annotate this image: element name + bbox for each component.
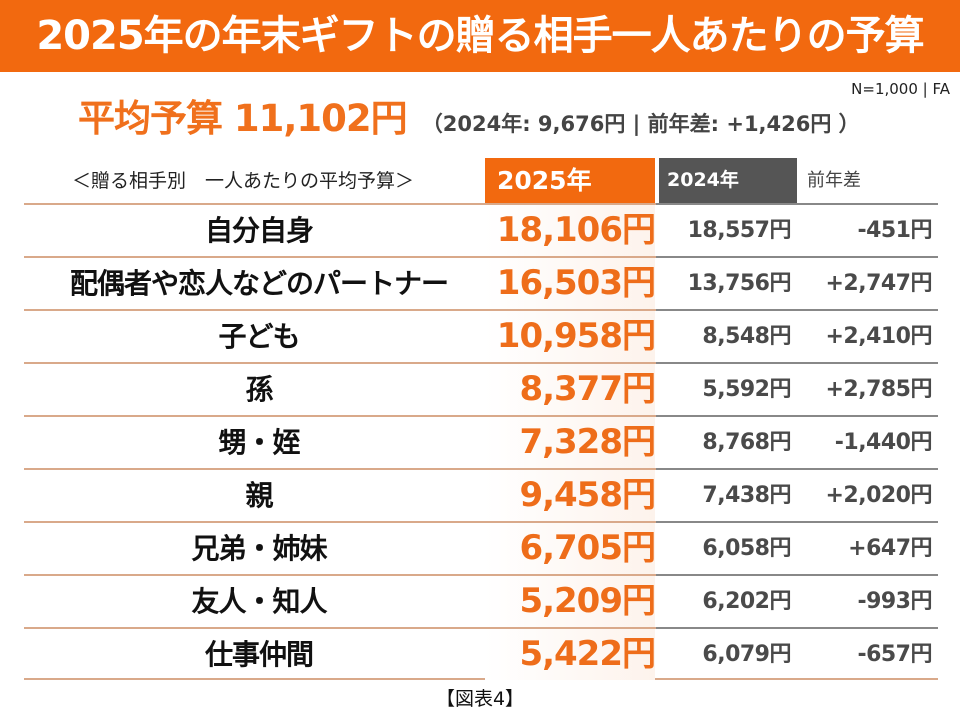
chart-title: 2025年の年末ギフトの贈る相手一人あたりの予算 [0,0,960,72]
recipient-label: 兄弟・姉妹 [191,532,327,565]
value-2024: 6,079円 [702,642,791,667]
value-diff: -657円 [857,642,932,667]
value-2025: 5,209円 [485,576,656,627]
value-2025: 9,458円 [485,470,656,521]
value-diff: +2,747円 [825,271,932,296]
recipient-label: 友人・知人 [191,585,327,618]
recipient-label: 配偶者や恋人などのパートナー [69,267,449,300]
table-row: 親 9,458円 7,438円 +2,020円 [24,468,938,521]
value-diff: +647円 [848,536,932,561]
value-2025: 16,503円 [485,258,656,309]
value-2025: 6,705円 [485,523,656,574]
value-diff: +2,020円 [825,483,932,508]
value-diff: +2,410円 [825,324,932,349]
value-2025: 5,422円 [485,629,656,680]
value-2025: 18,106円 [485,205,656,256]
figure-caption: 【図表4】 [435,688,525,710]
recipient-label: 甥・姪 [218,426,300,459]
value-2024: 18,557円 [687,218,792,243]
recipient-label: 仕事仲間 [204,638,314,671]
sample-size-note: N=1,000 | FA [851,80,950,98]
table-row: 子ども 10,958円 8,548円 +2,410円 [24,309,938,362]
table-subtitle: ＜贈る相手別 一人あたりの平均予算＞ [72,170,415,192]
table-row: 甥・姪 7,328円 8,768円 -1,440円 [24,415,938,468]
value-2024: 8,768円 [702,430,791,455]
value-2025: 7,328円 [485,417,656,468]
table-row: 友人・知人 5,209円 6,202円 -993円 [24,574,938,627]
recipient-label: 孫 [245,373,273,406]
value-diff: -993円 [857,589,932,614]
average-budget-value: 平均予算 11,102円 [78,97,408,140]
table-row: 配偶者や恋人などのパートナー 16,503円 13,756円 +2,747円 [24,256,938,309]
column-header-2024: 2024年 [659,158,797,203]
table-row: 自分自身 18,106円 18,557円 -451円 [24,203,938,256]
value-diff: +2,785円 [825,377,932,402]
average-budget-comparison: （2024年: 9,676円 | 前年差: +1,426円 ） [421,112,860,136]
value-2024: 6,202円 [702,589,791,614]
value-2024: 7,438円 [702,483,791,508]
value-diff: -1,440円 [834,430,933,455]
recipient-label: 親 [245,479,273,512]
column-header-diff: 前年差 [807,170,861,191]
table-row: 兄弟・姉妹 6,705円 6,058円 +647円 [24,521,938,574]
average-budget-summary: 平均予算 11,102円 （2024年: 9,676円 | 前年差: +1,42… [78,88,860,142]
recipient-label: 自分自身 [204,214,314,247]
column-header-2025: 2025年 [485,158,655,203]
table-row: 孫 8,377円 5,592円 +2,785円 [24,362,938,415]
table-row: 仕事仲間 5,422円 6,079円 -657円 [24,627,938,680]
value-2024: 13,756円 [687,271,792,296]
value-2025: 8,377円 [485,364,656,415]
value-diff: -451円 [857,218,932,243]
value-2024: 5,592円 [702,377,791,402]
value-2024: 6,058円 [702,536,791,561]
value-2024: 8,548円 [702,324,791,349]
recipient-label: 子ども [218,320,300,353]
budget-table: 自分自身 18,106円 18,557円 -451円 配偶者や恋人などのパートナ… [24,203,938,680]
value-2025: 10,958円 [485,311,656,362]
